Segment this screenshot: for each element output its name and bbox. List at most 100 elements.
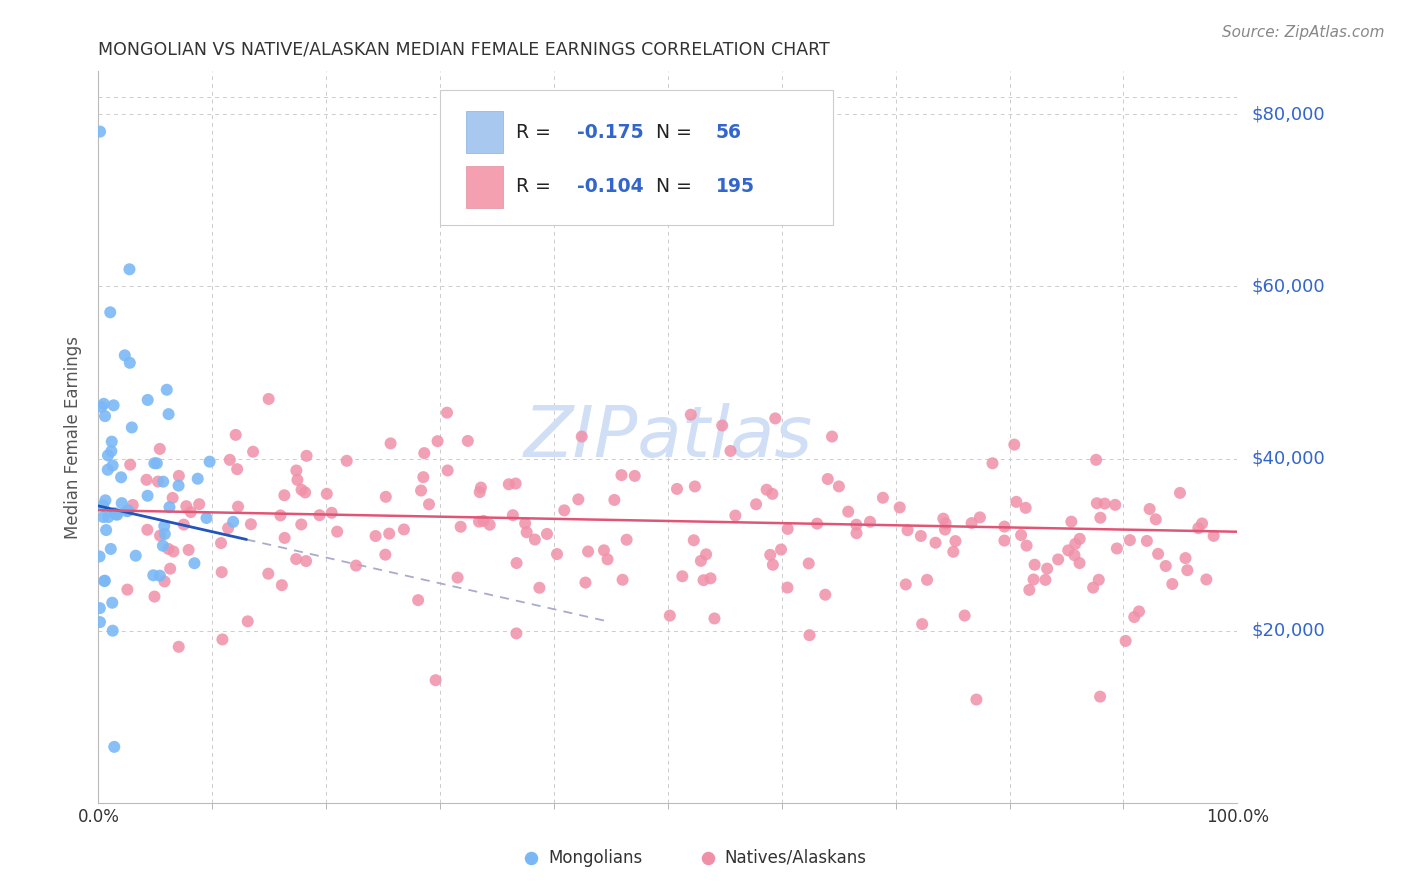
Point: [336, 454, 359, 468]
Point: [1202, 529, 1225, 543]
Point: [821, 429, 844, 443]
Point: [153, 527, 176, 541]
Point: [934, 523, 956, 537]
Point: [153, 519, 176, 533]
Text: R =: R =: [516, 178, 557, 196]
Point: [100, 444, 122, 458]
Point: [91, 499, 114, 513]
Point: [450, 520, 472, 534]
Point: [1088, 690, 1111, 704]
Bar: [467, 166, 503, 208]
Point: [217, 521, 239, 535]
Point: [1010, 528, 1032, 542]
Point: [157, 407, 180, 421]
Point: [315, 487, 337, 501]
Point: [285, 552, 308, 566]
Point: [965, 692, 987, 706]
Point: [837, 505, 859, 519]
Point: [935, 516, 957, 531]
Point: [1014, 500, 1036, 515]
Point: [610, 468, 633, 483]
Point: [146, 475, 169, 489]
Point: [209, 536, 232, 550]
Point: [516, 525, 538, 540]
Bar: [467, 111, 503, 153]
Point: [665, 482, 688, 496]
Point: [1015, 539, 1038, 553]
Point: [104, 508, 127, 522]
Point: [115, 504, 138, 518]
Point: [546, 547, 568, 561]
Text: Mongolians: Mongolians: [548, 848, 643, 867]
Point: [1119, 533, 1142, 548]
Point: [117, 503, 139, 517]
Point: [1087, 573, 1109, 587]
Point: [797, 557, 820, 571]
Point: [225, 428, 247, 442]
Point: [776, 581, 799, 595]
Point: [180, 505, 202, 519]
Point: [236, 615, 259, 629]
Point: [720, 444, 742, 458]
Point: [285, 463, 308, 477]
Point: [472, 514, 495, 528]
Point: [114, 348, 136, 362]
Point: [1018, 582, 1040, 597]
Point: [188, 497, 211, 511]
Point: [94, 493, 117, 508]
Point: [159, 562, 181, 576]
Point: [239, 517, 262, 532]
Text: -0.175: -0.175: [576, 122, 644, 142]
Point: [100, 541, 122, 556]
Point: [1060, 515, 1083, 529]
Point: [695, 547, 717, 561]
Point: [478, 517, 501, 532]
Point: [470, 481, 492, 495]
Point: [658, 608, 681, 623]
Point: [567, 492, 589, 507]
Point: [120, 458, 142, 472]
Point: [945, 534, 967, 549]
Point: [763, 411, 786, 425]
Point: [91, 510, 114, 524]
Point: [413, 446, 436, 460]
Point: [859, 515, 882, 529]
Point: [149, 442, 172, 456]
Point: [159, 500, 181, 515]
Point: [1139, 502, 1161, 516]
Text: $80,000: $80,000: [1251, 105, 1324, 123]
Point: [326, 524, 349, 539]
Point: [157, 541, 180, 556]
Point: [523, 533, 546, 547]
Point: [270, 578, 292, 592]
Point: [364, 529, 387, 543]
Point: [100, 434, 122, 449]
Point: [177, 543, 200, 558]
Point: [845, 517, 868, 532]
Point: [1104, 498, 1126, 512]
Point: [724, 508, 747, 523]
Point: [392, 523, 415, 537]
Point: [759, 548, 782, 562]
Point: [269, 508, 291, 523]
Point: [612, 573, 634, 587]
Point: [468, 485, 491, 500]
Text: Natives/Alaskans: Natives/Alaskans: [725, 848, 866, 867]
Point: [226, 462, 249, 476]
Point: [156, 383, 179, 397]
Point: [457, 434, 479, 448]
Point: [1191, 516, 1213, 531]
Point: [295, 449, 318, 463]
Point: [218, 453, 240, 467]
Point: [426, 434, 449, 449]
Point: [226, 500, 249, 514]
Point: [1035, 573, 1057, 587]
Point: [162, 544, 184, 558]
Point: [1195, 573, 1218, 587]
Point: [1168, 486, 1191, 500]
Point: [845, 526, 868, 541]
Text: $60,000: $60,000: [1251, 277, 1324, 295]
Text: MONGOLIAN VS NATIVE/ALASKAN MEDIAN FEMALE EARNINGS CORRELATION CHART: MONGOLIAN VS NATIVE/ALASKAN MEDIAN FEMAL…: [98, 41, 830, 59]
Point: [167, 478, 190, 492]
Point: [1174, 551, 1197, 566]
